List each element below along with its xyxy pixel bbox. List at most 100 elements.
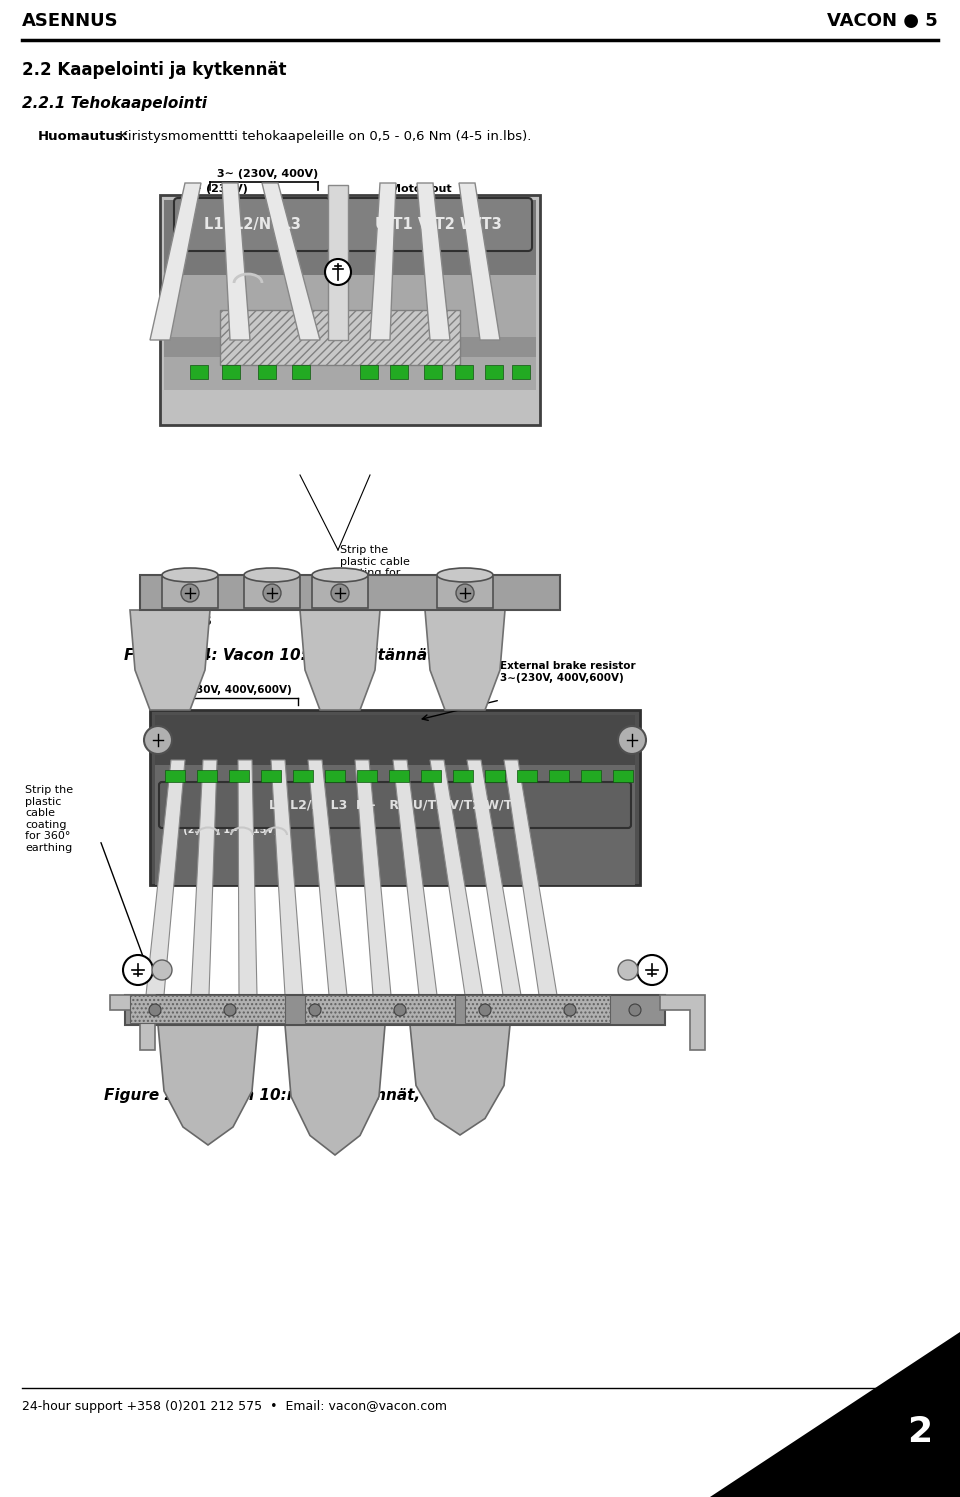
Bar — [162, 576, 218, 608]
Polygon shape — [430, 760, 483, 996]
Circle shape — [325, 259, 351, 284]
Text: U/T1 V/T2 W/T3: U/T1 V/T2 W/T3 — [374, 217, 501, 232]
Bar — [389, 769, 409, 781]
Bar — [360, 365, 378, 379]
Polygon shape — [355, 760, 391, 996]
Ellipse shape — [437, 567, 493, 582]
Bar — [549, 769, 569, 781]
Polygon shape — [459, 183, 500, 340]
Text: MAINS: MAINS — [187, 1049, 233, 1063]
Text: Kiristysmomenttti tehokaapeleille on 0,5 - 0,6 Nm (4-5 in.lbs).: Kiristysmomenttti tehokaapeleille on 0,5… — [115, 130, 532, 144]
Circle shape — [456, 584, 474, 602]
Polygon shape — [146, 760, 185, 996]
Circle shape — [263, 584, 281, 602]
Polygon shape — [710, 1332, 960, 1497]
Text: L1 L2/N  L3  R+   R-  U/T1 V/T2 W/T3: L1 L2/N L3 R+ R- U/T1 V/T2 W/T3 — [269, 798, 521, 811]
Bar — [424, 365, 442, 379]
Bar — [229, 769, 249, 781]
Text: MOTOR: MOTOR — [429, 615, 481, 629]
Bar — [292, 365, 310, 379]
Circle shape — [618, 960, 638, 981]
Bar — [512, 365, 530, 379]
Bar — [465, 996, 610, 1022]
Polygon shape — [417, 183, 450, 340]
Bar — [390, 365, 408, 379]
FancyBboxPatch shape — [344, 198, 532, 251]
Polygon shape — [300, 609, 380, 710]
Bar — [485, 769, 505, 781]
Circle shape — [618, 726, 646, 754]
Text: ASENNUS: ASENNUS — [22, 12, 119, 30]
Bar — [517, 769, 537, 781]
Bar — [258, 365, 276, 379]
Polygon shape — [504, 760, 557, 996]
Circle shape — [149, 1004, 161, 1016]
Text: 2: 2 — [907, 1415, 932, 1449]
Bar — [190, 365, 208, 379]
Text: VACON ● 5: VACON ● 5 — [828, 12, 938, 30]
Bar — [222, 365, 240, 379]
Text: BRAKE
RESISTOR: BRAKE RESISTOR — [300, 1034, 370, 1063]
Bar — [165, 769, 185, 781]
Polygon shape — [130, 609, 210, 710]
Bar — [261, 769, 281, 781]
Text: 3∼ (230V, 400V): 3∼ (230V, 400V) — [217, 169, 319, 180]
Bar — [164, 337, 536, 356]
Bar — [155, 765, 635, 885]
Circle shape — [123, 955, 153, 985]
Text: 2.2.1 Tehokaapelointi: 2.2.1 Tehokaapelointi — [22, 96, 207, 111]
Bar — [453, 769, 473, 781]
Bar — [293, 769, 313, 781]
Bar — [244, 576, 300, 608]
Polygon shape — [393, 760, 437, 996]
Text: Strip the
plastic
cable
coating
for 360°
earthing: Strip the plastic cable coating for 360°… — [25, 784, 73, 853]
Text: Huomautus:: Huomautus: — [38, 130, 130, 144]
Bar — [437, 576, 493, 608]
Polygon shape — [222, 183, 250, 340]
Circle shape — [564, 1004, 576, 1016]
Polygon shape — [410, 1025, 510, 1135]
Text: 1∼ (230V) 1∼ (115V): 1∼ (230V) 1∼ (115V) — [165, 825, 278, 835]
Circle shape — [629, 1004, 641, 1016]
FancyBboxPatch shape — [159, 781, 631, 828]
Polygon shape — [262, 183, 320, 340]
Bar — [125, 996, 665, 1025]
Polygon shape — [328, 186, 348, 340]
Circle shape — [637, 955, 667, 985]
Bar — [325, 769, 345, 781]
Polygon shape — [110, 996, 155, 1049]
Polygon shape — [158, 1025, 258, 1145]
Text: 1∼ (230V): 1∼ (230V) — [185, 184, 248, 195]
Bar — [160, 195, 540, 425]
Bar — [164, 275, 536, 391]
Polygon shape — [271, 760, 303, 996]
Text: Strip the
plastic cable
coating for
360° earthing: Strip the plastic cable coating for 360°… — [340, 545, 418, 590]
Polygon shape — [238, 760, 257, 996]
Circle shape — [331, 584, 349, 602]
Bar — [357, 769, 377, 781]
Polygon shape — [425, 609, 505, 710]
Text: 24-hour support +358 (0)201 212 575  •  Email: vacon@vacon.com: 24-hour support +358 (0)201 212 575 • Em… — [22, 1400, 447, 1413]
Polygon shape — [308, 760, 347, 996]
Polygon shape — [285, 1025, 385, 1156]
Circle shape — [224, 1004, 236, 1016]
Bar — [150, 710, 640, 885]
Text: MAINS: MAINS — [167, 615, 213, 629]
Bar — [312, 576, 368, 608]
Ellipse shape — [162, 567, 218, 582]
Circle shape — [152, 960, 172, 981]
Bar — [130, 996, 285, 1022]
Bar — [455, 365, 473, 379]
Bar — [140, 575, 560, 609]
Circle shape — [181, 584, 199, 602]
Text: 3∼(230V, 400V,600V): 3∼(230V, 400V,600V) — [168, 686, 292, 695]
Ellipse shape — [244, 567, 300, 582]
Polygon shape — [370, 183, 396, 340]
Polygon shape — [660, 996, 705, 1049]
Ellipse shape — [312, 567, 368, 582]
Circle shape — [144, 726, 172, 754]
Bar — [305, 996, 455, 1022]
Bar — [164, 201, 536, 275]
Circle shape — [479, 1004, 491, 1016]
Text: MOTOR: MOTOR — [434, 1049, 486, 1063]
